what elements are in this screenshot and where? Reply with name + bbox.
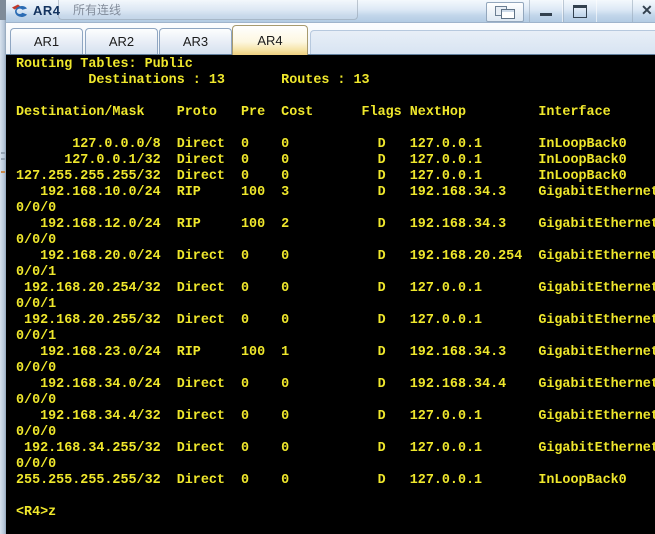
ghost-tooltip-text: 所有连线: [73, 3, 122, 17]
terminal-output[interactable]: Routing Tables: Public Destinations : 13…: [16, 57, 655, 520]
terminal-window: 所有连线 AR4 ✕ AR1 AR2 AR3 AR4: [6, 0, 655, 534]
tab-strip-empty-area: [310, 30, 655, 54]
edge-tick: [1, 158, 5, 160]
maximize-icon: [573, 5, 587, 18]
close-button[interactable]: ✕: [632, 0, 655, 22]
maximize-button[interactable]: [563, 0, 597, 22]
edge-tick-orange: [1, 171, 5, 173]
minimize-icon: [540, 13, 552, 16]
window-title: AR4: [33, 3, 61, 18]
title-bar: 所有连线 AR4 ✕: [6, 0, 655, 23]
terminal-area[interactable]: Routing Tables: Public Destinations : 13…: [6, 54, 655, 534]
tab-ar4[interactable]: AR4: [232, 25, 308, 55]
tab-ar1[interactable]: AR1: [10, 28, 83, 54]
panes-icon: [501, 9, 515, 19]
tab-ar2[interactable]: AR2: [85, 28, 158, 54]
panes-button[interactable]: [486, 2, 524, 22]
close-icon: ✕: [641, 2, 653, 18]
background-window-edge: [0, 0, 6, 534]
background-window-edge-cap: [0, 0, 6, 20]
minimize-button[interactable]: [529, 0, 563, 22]
tab-ar3[interactable]: AR3: [159, 28, 232, 54]
edge-tick: [1, 152, 5, 154]
ensp-logo-icon: [12, 4, 27, 17]
ghost-tooltip: 所有连线: [58, 0, 358, 20]
tab-bar: AR1 AR2 AR3 AR4: [6, 23, 655, 55]
